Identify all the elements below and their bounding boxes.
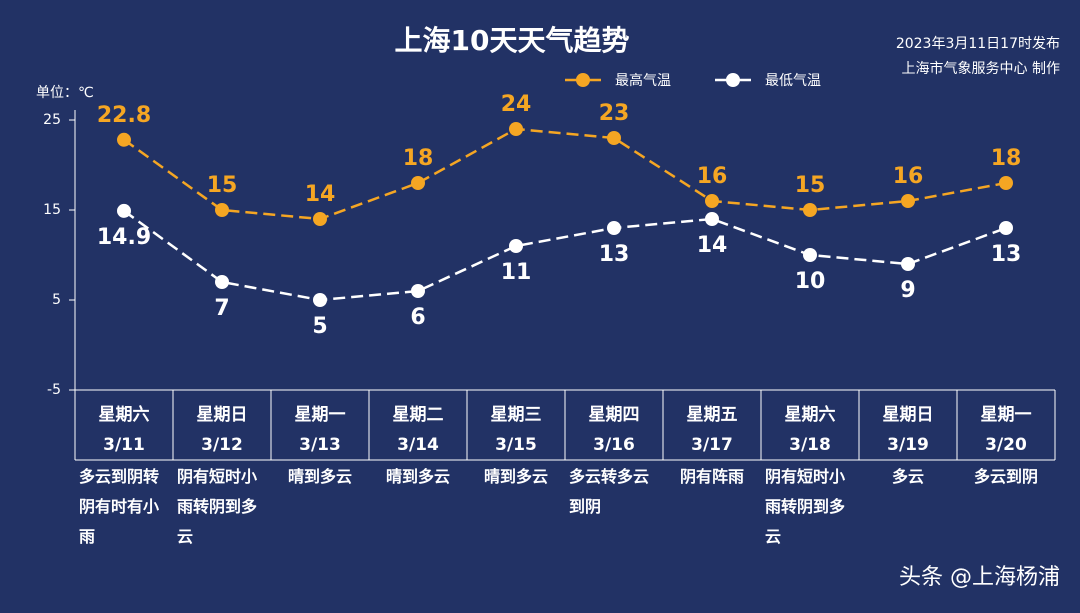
value-label: 6 <box>410 305 425 330</box>
weekday-label: 星期六 <box>99 404 150 425</box>
value-label: 14.9 <box>97 225 151 250</box>
value-label: 14 <box>697 233 728 258</box>
watermark: 头条 @上海杨浦 <box>899 565 1060 590</box>
value-label: 13 <box>599 242 630 267</box>
series-line <box>123 209 1007 302</box>
weekday-label: 星期日 <box>883 405 934 425</box>
value-label: 18 <box>403 146 434 171</box>
legend-marker <box>576 73 590 87</box>
legend-label: 最低气温 <box>765 73 821 89</box>
point <box>411 284 425 298</box>
series-line <box>123 127 1007 221</box>
point <box>607 131 621 145</box>
value-label: 23 <box>599 101 630 126</box>
legend-marker <box>726 73 740 87</box>
y-tick-label: 5 <box>52 292 61 308</box>
value-label: 15 <box>795 173 826 198</box>
x-tick-label: 3/11 <box>103 435 145 455</box>
point <box>509 239 523 253</box>
value-label: 16 <box>697 164 728 189</box>
weather-cell: 阴有阵雨 <box>679 467 744 486</box>
weather-text: 多云到阴转阴有时有小雨 <box>79 467 160 546</box>
point <box>313 212 327 226</box>
weather-cell: 阴有短时小雨转阴到多云 <box>765 467 846 546</box>
weather-cell: 多云到阴转阴有时有小雨 <box>79 467 160 546</box>
weather-text: 多云 <box>891 467 924 486</box>
weather-cell: 多云转多云到阴 <box>569 467 650 516</box>
y-tick-label: 25 <box>43 112 61 128</box>
weather-cell: 晴到多云 <box>287 467 352 486</box>
x-tick-label: 3/18 <box>789 435 831 455</box>
weekday-label: 星期日 <box>197 405 248 425</box>
weather-cell: 晴到多云 <box>483 467 548 486</box>
x-tick-label: 3/13 <box>299 435 341 455</box>
value-label: 13 <box>991 242 1022 267</box>
legend-label: 最高气温 <box>615 72 671 89</box>
x-tick-label: 3/14 <box>397 435 439 455</box>
weather-text: 晴到多云 <box>483 467 548 486</box>
point <box>999 176 1013 190</box>
weekday-label: 星期一 <box>981 405 1032 425</box>
point <box>999 221 1013 235</box>
weather-text: 阴有阵雨 <box>679 467 744 486</box>
point <box>901 257 915 271</box>
weather-text: 晴到多云 <box>287 467 352 486</box>
point <box>803 203 817 217</box>
weather-cell: 多云到阴 <box>973 467 1038 486</box>
x-tick-label: 3/16 <box>593 435 635 455</box>
point <box>607 221 621 235</box>
weather-text: 晴到多云 <box>385 467 450 486</box>
weather-cell: 晴到多云 <box>385 467 450 486</box>
value-label: 16 <box>893 164 924 189</box>
value-label: 7 <box>214 296 229 321</box>
value-label: 11 <box>501 260 532 285</box>
value-label: 10 <box>795 269 826 294</box>
point <box>215 203 229 217</box>
weather-text: 阴有短时小雨转阴到多云 <box>765 467 846 546</box>
chart-title: 上海10天天气趋势 <box>395 24 630 57</box>
value-label: 24 <box>501 92 532 117</box>
point <box>803 248 817 262</box>
x-tick-label: 3/20 <box>985 435 1027 455</box>
point <box>509 122 523 136</box>
weekday-label: 星期五 <box>687 405 738 425</box>
point <box>411 176 425 190</box>
weekday-label: 星期六 <box>785 404 836 425</box>
publish-time: 2023年3月11日17时发布 <box>896 36 1060 52</box>
weekday-label: 星期四 <box>589 405 640 425</box>
y-tick-label: 15 <box>43 202 61 218</box>
value-label: 15 <box>207 173 238 198</box>
weather-text: 多云转多云到阴 <box>569 467 650 516</box>
weekday-label: 星期一 <box>295 405 346 425</box>
point <box>705 212 719 226</box>
weekday-label: 星期三 <box>491 405 542 425</box>
y-tick-label: -5 <box>47 382 61 398</box>
point <box>705 194 719 208</box>
point <box>117 132 131 147</box>
value-label: 22.8 <box>97 103 151 128</box>
weekday-label: 星期二 <box>393 405 444 425</box>
value-label: 18 <box>991 146 1022 171</box>
value-label: 5 <box>312 314 327 339</box>
value-label: 9 <box>900 278 915 303</box>
weather-cell: 多云 <box>891 467 924 486</box>
point <box>117 203 131 218</box>
point <box>215 275 229 289</box>
unit-label: 单位：℃ <box>36 85 94 101</box>
x-tick-label: 3/17 <box>691 435 733 455</box>
x-tick-label: 3/15 <box>495 435 537 455</box>
weather-text: 阴有短时小雨转阴到多云 <box>177 467 258 546</box>
x-tick-label: 3/12 <box>201 435 243 455</box>
weather-text: 多云到阴 <box>973 467 1038 486</box>
point <box>313 293 327 307</box>
weather-cell: 阴有短时小雨转阴到多云 <box>177 467 258 546</box>
x-tick-label: 3/19 <box>887 435 929 455</box>
point <box>901 194 915 208</box>
value-label: 14 <box>305 182 336 207</box>
producer: 上海市气象服务中心 制作 <box>902 60 1060 77</box>
